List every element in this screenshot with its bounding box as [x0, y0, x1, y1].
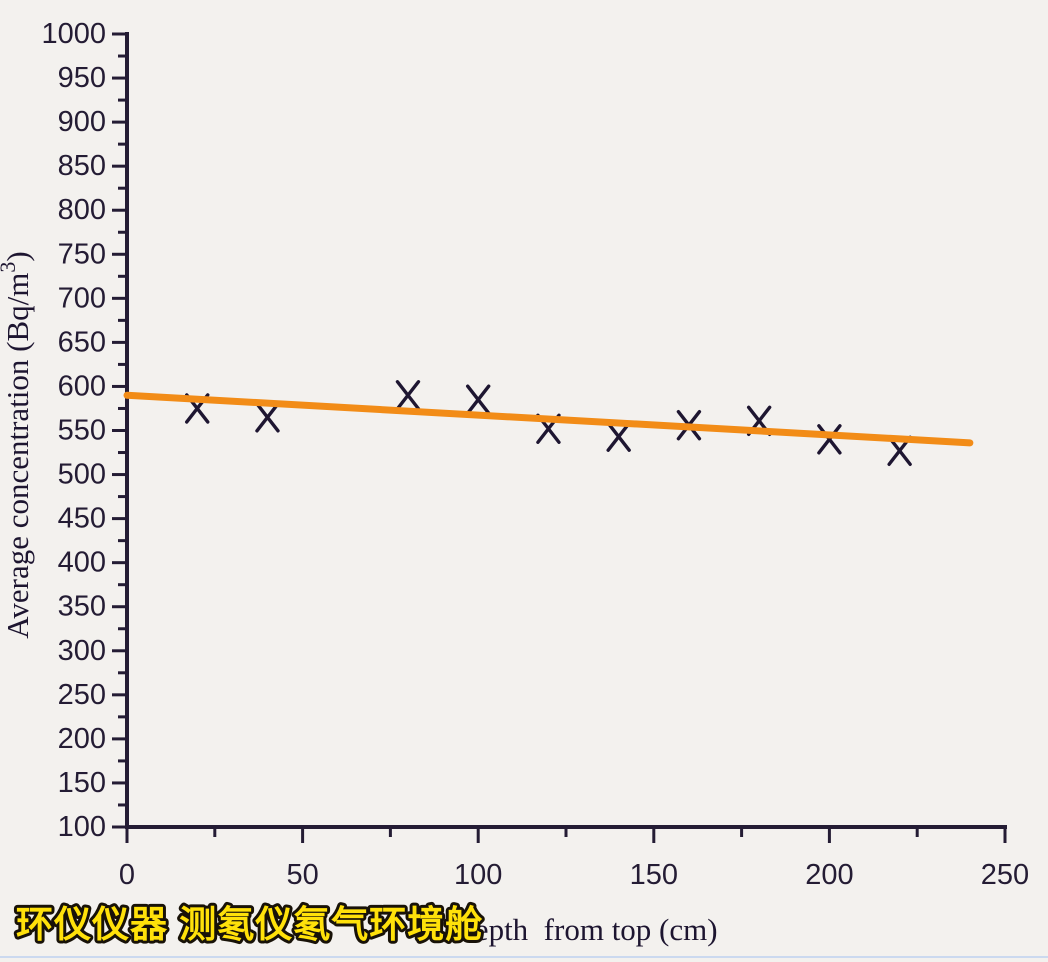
data-point-marker — [817, 424, 842, 455]
y-tick-label: 500 — [58, 459, 106, 491]
y-tick-label: 900 — [58, 106, 106, 138]
y-tick-label: 600 — [58, 370, 106, 402]
data-point-marker — [606, 421, 631, 452]
y-tick-label: 250 — [58, 679, 106, 711]
x-axis-title: Depth from top (cm) — [452, 912, 717, 947]
x-tick-label: 200 — [805, 859, 853, 891]
trend-line — [123, 391, 974, 447]
x-tick-label: 100 — [454, 859, 502, 891]
y-axis-title-main: Average concentration (Bq/m — [0, 273, 35, 639]
x-tick-label: 50 — [286, 859, 318, 891]
y-tick-label: 400 — [58, 547, 106, 579]
data-point-markers — [185, 380, 912, 466]
data-point-marker — [466, 384, 491, 415]
marker-stroke — [466, 384, 491, 415]
marker-stroke — [817, 424, 842, 455]
y-axis-title-suffix: ) — [0, 251, 35, 261]
marker-stroke — [395, 380, 421, 411]
y-tick-label: 950 — [58, 62, 106, 94]
marker-stroke — [255, 402, 280, 433]
axis-lines — [125, 32, 1007, 829]
y-tick-label: 450 — [58, 503, 106, 535]
y-tick-label: 850 — [58, 150, 106, 182]
y-axis-title-superscript: 3 — [0, 262, 20, 273]
y-tick-label: 350 — [58, 591, 106, 623]
trend-line-group — [123, 391, 974, 447]
x-tick-label: 150 — [630, 859, 678, 891]
y-tick-label: 1000 — [41, 18, 106, 50]
marker-stroke — [606, 421, 631, 452]
axis-tick-labels: 1001502002503003504004505005506006507007… — [41, 18, 1029, 891]
data-point-marker — [395, 380, 421, 411]
y-tick-label: 650 — [58, 326, 106, 358]
watermark-text: 环仪仪器 测氡仪氡气环境舱 — [16, 904, 483, 945]
y-tick-label: 100 — [58, 811, 106, 843]
bottom-artifact-line — [0, 956, 1048, 958]
y-tick-label: 800 — [58, 194, 106, 226]
y-tick-label: 700 — [58, 282, 106, 314]
y-tick-label: 750 — [58, 238, 106, 270]
data-point-marker — [255, 402, 280, 433]
y-tick-label: 550 — [58, 415, 106, 447]
y-axis-title: Average concentration (Bq/m3) — [0, 251, 35, 638]
x-tick-label: 250 — [981, 859, 1029, 891]
y-tick-label: 300 — [58, 635, 106, 667]
y-tick-label: 150 — [58, 767, 106, 799]
x-tick-label: 0 — [119, 859, 135, 891]
y-tick-label: 200 — [58, 723, 106, 755]
